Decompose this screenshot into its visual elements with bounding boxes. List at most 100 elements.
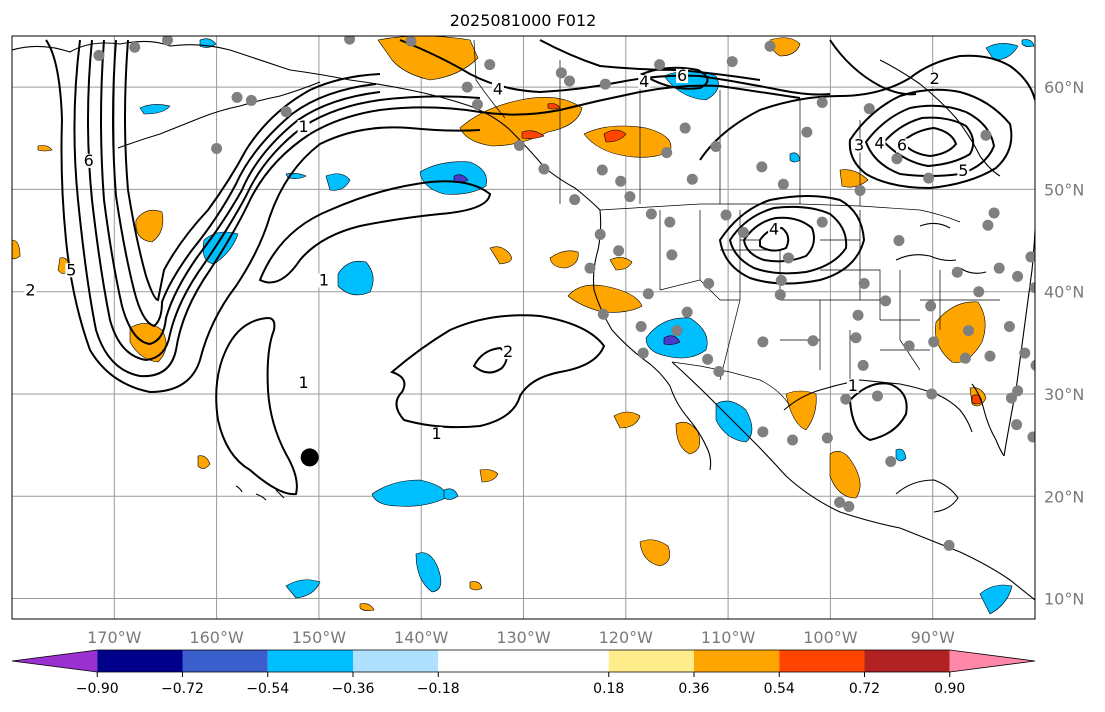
contour-label: 1 (431, 424, 441, 443)
contour-label: 5 (66, 260, 76, 279)
station-point (764, 40, 776, 52)
contour-label: 5 (958, 161, 968, 180)
coastline-yucatan (895, 479, 959, 513)
station-point (850, 332, 862, 344)
station-point (1011, 419, 1023, 431)
station-point (713, 365, 725, 377)
station-point (973, 286, 985, 298)
shade-orange-area (567, 284, 643, 313)
contour-line (699, 54, 1035, 161)
shade-orange-area (839, 169, 869, 188)
colorbar-segment (97, 650, 183, 672)
anomaly-shading (12, 36, 1035, 615)
coastline-hawaii (235, 485, 285, 501)
shade-orange-area (549, 250, 579, 269)
station-point (461, 81, 473, 93)
colorbar-tick-label: −0.54 (246, 681, 289, 697)
shade-orange-area (359, 603, 375, 611)
contour-label: 3 (854, 136, 864, 155)
coastline-florida (971, 383, 1005, 457)
station-point (1012, 385, 1024, 397)
contour-label: 2 (503, 342, 513, 361)
contour-label-bg (491, 82, 504, 97)
shade-blue-area (979, 584, 1013, 615)
contour-label: 4 (639, 72, 649, 91)
station-point (624, 191, 636, 203)
state-borders (473, 39, 1000, 407)
contour-lines (45, 39, 1035, 496)
longitude-label: 130°W (496, 628, 551, 647)
station-point (858, 278, 870, 290)
coastline-gulf (783, 379, 973, 433)
station-point (615, 175, 627, 187)
station-point (893, 235, 905, 247)
contour-label: 4 (769, 219, 779, 238)
colorbar-segment (694, 650, 780, 672)
station-point (757, 336, 769, 348)
station-point (925, 300, 937, 312)
longitude-label: 150°W (292, 628, 347, 647)
station-point (737, 226, 749, 238)
station-point (726, 56, 738, 68)
shade-orange-area (489, 246, 512, 265)
station-point (926, 388, 938, 400)
station-point (928, 336, 940, 348)
station-point (654, 59, 666, 71)
station-point (1025, 251, 1035, 263)
contour-line (848, 382, 908, 442)
contour-label-bg (676, 68, 689, 83)
station-point (903, 340, 915, 352)
contour-label-bg (768, 222, 781, 237)
station-point (231, 91, 243, 103)
station-point (594, 228, 606, 240)
station-point (245, 94, 257, 106)
station-point (943, 539, 955, 551)
contour-line (882, 116, 975, 168)
contour-label: 1 (848, 376, 858, 395)
colorbar-tick-label: 0.54 (764, 681, 795, 697)
coastline-aleutians (117, 81, 321, 149)
colorbar-tick-label: 0.90 (934, 681, 965, 697)
latitude-label: 50°N (1044, 180, 1084, 199)
latitude-label: 30°N (1044, 385, 1084, 404)
contour-label: 1 (298, 373, 308, 392)
contour-label-bg (82, 153, 95, 168)
shade-orange-area (469, 581, 483, 591)
shade-orange-area (37, 145, 53, 152)
colorbar-segment (608, 650, 694, 672)
station-point (1073, 231, 1084, 242)
contour-line (848, 88, 1013, 190)
station-point (211, 143, 223, 155)
station-markers (93, 36, 1104, 551)
latitude-labels: 60°N 50°N 40°N 30°N 20°N 10°N (1044, 78, 1084, 608)
station-point (161, 36, 173, 46)
shade-orange-area (135, 209, 164, 243)
shade-blue-area (419, 161, 487, 195)
contour-label-bg (297, 375, 310, 390)
border-us-mexico (671, 361, 791, 407)
contour-line (215, 316, 298, 496)
station-point (782, 252, 794, 264)
shade-red-area (603, 129, 627, 143)
station-point (635, 320, 647, 332)
coastline-hudson (879, 59, 1001, 177)
station-point (599, 78, 611, 90)
station-point (756, 161, 768, 173)
latitude-label: 10°N (1044, 590, 1084, 609)
contour-line (539, 39, 761, 81)
contour-label: 4 (493, 79, 503, 98)
shade-blue-area (139, 104, 171, 115)
longitude-label: 160°W (189, 628, 244, 647)
station-point (775, 274, 787, 286)
shade-red-area (521, 130, 545, 139)
station-point (93, 49, 105, 61)
station-point (597, 308, 609, 320)
shade-orange-area (675, 421, 701, 455)
contour-line (112, 39, 377, 328)
station-point (1093, 259, 1104, 270)
shade-blue-area (443, 488, 459, 500)
colorbar-segment (779, 650, 865, 672)
coastline-mexico-west (671, 361, 1035, 601)
contour-line (718, 195, 866, 285)
longitude-label: 100°W (803, 628, 858, 647)
